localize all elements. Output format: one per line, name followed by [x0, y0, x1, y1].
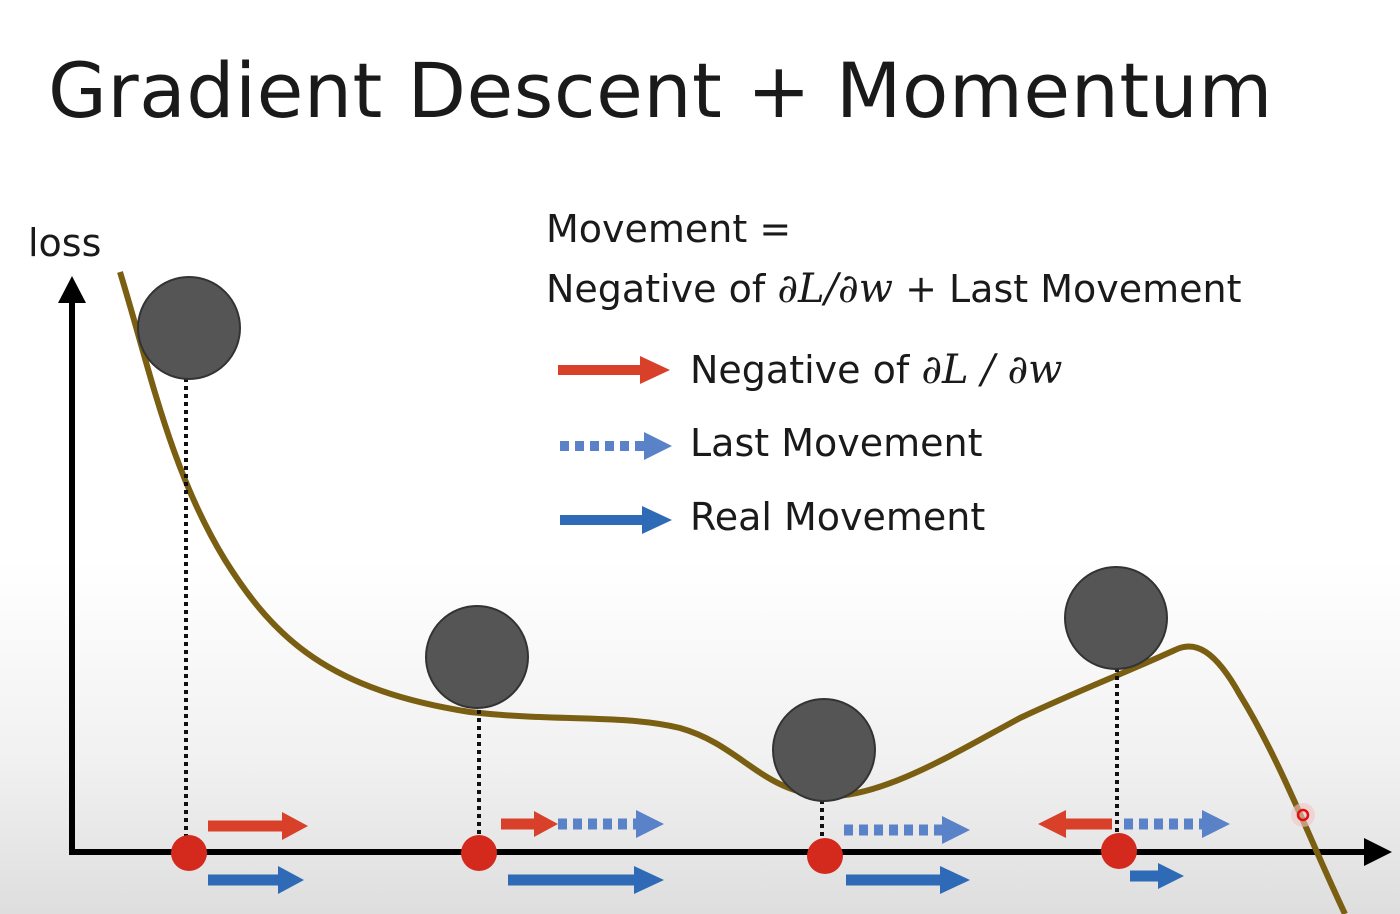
legend-item-gradient: Negative of ∂L / ∂w: [558, 347, 1062, 393]
gradient-arrow-4: [1038, 810, 1112, 838]
legend-real-movement-label: Real Movement: [690, 495, 985, 539]
real-movement-arrow-1: [208, 866, 304, 894]
formula-line-1: Movement =: [546, 207, 791, 251]
last-movement-arrow-3: [844, 816, 970, 844]
real-movement-arrow-3: [846, 866, 970, 894]
formula-prefix: Negative of: [546, 267, 777, 311]
axis-point-1: [171, 835, 207, 871]
legend-item-last-movement: Last Movement: [560, 421, 983, 465]
legend-gradient-arrow-icon: [558, 356, 670, 384]
step-2-arrows: [501, 810, 664, 894]
formula-math: ∂L/∂w: [777, 266, 893, 312]
legend-last-movement-label: Last Movement: [690, 421, 983, 465]
step-3-arrows: [844, 816, 970, 894]
axis-point-4: [1101, 833, 1137, 869]
formula-suffix: + Last Movement: [893, 267, 1242, 311]
loss-curve: [117, 271, 1348, 914]
axis-point-2: [461, 835, 497, 871]
ball-1: [137, 276, 241, 380]
ball-2: [425, 605, 529, 709]
legend-gradient-label: Negative of ∂L / ∂w: [690, 347, 1062, 393]
drop-lines: [184, 378, 1119, 840]
axis-point-3: [807, 838, 843, 874]
axes: loss: [28, 221, 1392, 866]
axis-points: [171, 833, 1137, 874]
legend: Negative of ∂L / ∂w Last Movement Real M…: [558, 347, 1062, 539]
y-axis-arrowhead-icon: [58, 276, 86, 303]
formula-line-2: Negative of ∂L/∂w + Last Movement: [546, 266, 1242, 312]
legend-last-movement-arrow-icon: [560, 432, 672, 460]
gradient-arrow-1: [208, 812, 308, 840]
real-movement-arrow-2: [508, 866, 664, 894]
gradient-arrow-2: [501, 811, 558, 837]
step-4-arrows: [1038, 810, 1230, 889]
last-movement-arrow-4: [1124, 810, 1230, 838]
cursor-marker-icon: [1291, 803, 1315, 827]
real-movement-arrow-4: [1130, 863, 1184, 889]
last-movement-arrow-2: [558, 810, 664, 838]
balls: [137, 276, 1168, 802]
legend-real-movement-arrow-icon: [560, 506, 672, 534]
y-axis-label: loss: [28, 221, 101, 265]
legend-item-real-movement: Real Movement: [560, 495, 985, 539]
formula: Movement = Negative of ∂L/∂w + Last Move…: [546, 207, 1242, 312]
page-title: Gradient Descent + Momentum: [48, 46, 1273, 135]
step-1-arrows: [208, 812, 308, 894]
x-axis-arrowhead-icon: [1364, 838, 1392, 866]
ball-3: [772, 698, 876, 802]
ball-4: [1064, 566, 1168, 670]
